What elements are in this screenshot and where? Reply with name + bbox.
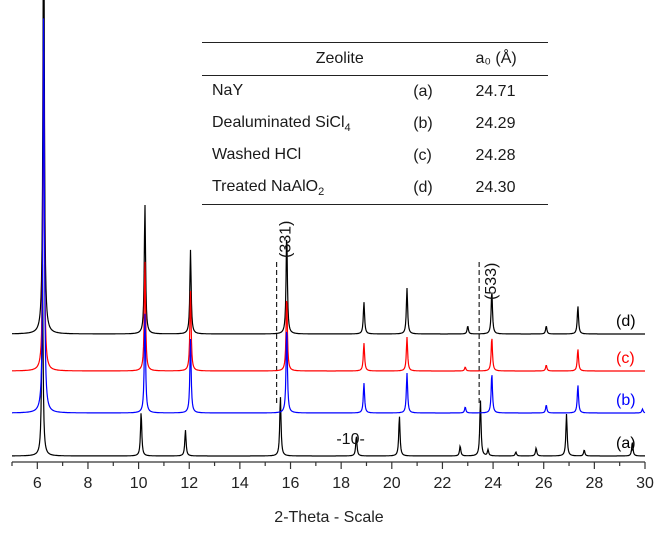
x-tick-label: 16 [282,475,300,492]
legend-row-label: (b) [413,115,433,132]
x-axis-title: 2-Theta - Scale [274,509,384,526]
legend-row: Dealuminated SiCl4 (b) 24.29 [202,108,548,140]
x-tick-label: 14 [231,475,249,492]
legend-row-a0: 24.71 [475,83,516,100]
peak-annotation: (331) [278,221,295,258]
peak-annotation: -10- [336,431,364,448]
legend-row-label: (c) [413,147,432,164]
legend-row-name: Dealuminated SiCl4 [212,113,351,135]
x-tick-label: 22 [434,475,452,492]
legend-row-a0: 24.29 [475,115,516,132]
legend-row: NaY (a) 24.71 [202,76,548,109]
diffraction-pattern-line [12,264,645,457]
legend-row-a0: 24.30 [471,172,548,205]
legend-header-a0: a₀ (Å) [471,42,548,76]
diffraction-pattern-line [12,51,645,372]
legend-row-label: (a) [413,83,433,100]
legend-header-zeolite: Zeolite [202,42,472,76]
x-tick-label: 10 [130,475,148,492]
x-tick-label: 18 [332,475,350,492]
legend-row-a0: 24.28 [475,147,516,164]
legend-header-row: Zeolite a₀ (Å) [202,42,548,76]
diffraction-pattern-line [12,0,645,335]
x-tick-label: 24 [484,475,502,492]
series-label: (d) [616,313,636,330]
diffraction-pattern-line [12,18,646,414]
x-tick-label: 20 [383,475,401,492]
zeolite-legend-table: Zeolite a₀ (Å) NaY (a) 24.71 Dealuminate… [202,42,548,205]
x-tick-label: 28 [585,475,603,492]
x-tick-label: 12 [180,475,198,492]
legend-row-name: Washed HCl [212,145,302,163]
legend-row-label: (d) [409,172,472,205]
legend-row: Treated NaAlO2 (d) 24.30 [202,172,548,205]
peak-annotation: (533) [483,263,500,300]
legend-row-name: Treated NaAlO2 [202,172,410,205]
series-label: (c) [616,350,635,367]
legend-row: Washed HCl (c) 24.28 [202,140,548,172]
series-label: (b) [616,392,636,409]
x-tick-label: 8 [84,475,93,492]
x-tick-label: 30 [636,475,654,492]
series-label: (a) [616,435,636,452]
x-tick-label: 26 [535,475,553,492]
x-tick-label: 6 [33,475,42,492]
legend-row-name: NaY [212,81,244,99]
